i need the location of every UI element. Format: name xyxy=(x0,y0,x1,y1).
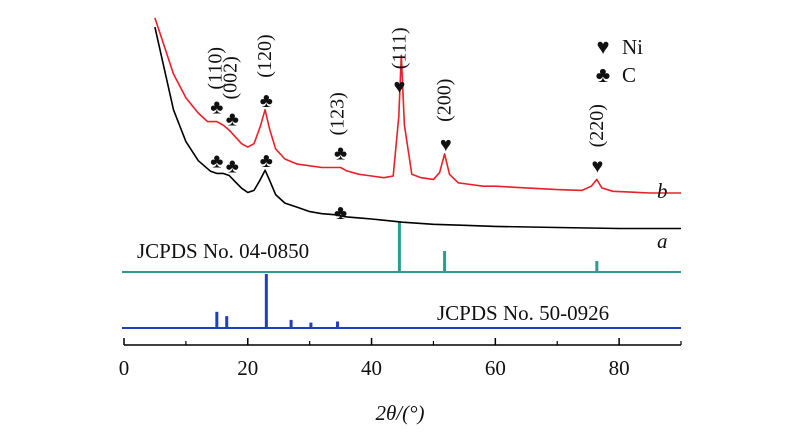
curve-b xyxy=(154,17,681,194)
peak-marker-5: ♥ xyxy=(440,134,452,156)
peak-label-1: (002) xyxy=(219,56,241,99)
peak-marker-9: ♣ xyxy=(260,150,273,172)
x-axis: 0 20 40 60 80 xyxy=(119,338,682,380)
reference-label-ni: JCPDS No. 04-0850 xyxy=(137,239,309,263)
legend: ♥ Ni ♣ C xyxy=(596,34,643,87)
peak-marker-6: ♥ xyxy=(592,155,604,177)
peak-label-2: (120) xyxy=(254,34,276,77)
legend-ni-symbol: ♥ xyxy=(596,34,609,59)
curve-label-a: a xyxy=(657,229,668,253)
x-tick-label-2: 40 xyxy=(361,356,382,380)
curve-label-b: b xyxy=(657,179,668,203)
peak-marker-3: ♣ xyxy=(334,143,347,165)
peak-labels: (110)(002) (120) (123) (111) (200) (220) xyxy=(205,27,608,147)
reference-label-c: JCPDS No. 50-0926 xyxy=(437,301,609,325)
x-axis-label: 2θ/(°) xyxy=(375,401,424,425)
peak-marker-10: ♣ xyxy=(334,202,347,224)
peak-label-6: (220) xyxy=(586,104,608,147)
peak-marker-7: ♣ xyxy=(210,150,223,172)
x-tick-label-0: 0 xyxy=(119,356,130,380)
peak-markers: ♣♣♣♣♥♥♥♣ ♣ ♣♣ xyxy=(210,76,603,224)
diffraction-curves xyxy=(154,17,681,230)
legend-c-symbol: ♣ xyxy=(596,62,610,87)
peak-label-3: (123) xyxy=(327,92,349,135)
x-tick-label-1: 20 xyxy=(237,356,258,380)
x-tick-label-3: 60 xyxy=(485,356,506,380)
peak-marker-2: ♣ xyxy=(260,90,273,112)
peak-label-0: (110) xyxy=(205,47,227,90)
peak-marker-1: ♣ xyxy=(226,109,239,131)
reference-panels xyxy=(122,222,681,329)
peak-marker-0: ♣ xyxy=(210,97,223,119)
x-tick-label-4: 80 xyxy=(609,356,630,380)
legend-c-label: C xyxy=(622,63,636,87)
peak-marker-4: ♥ xyxy=(393,76,405,98)
curve-a xyxy=(154,26,681,230)
legend-ni-label: Ni xyxy=(622,35,643,59)
peak-marker-8: ♣ xyxy=(226,156,239,178)
peak-label-4: (111) xyxy=(388,27,410,69)
peak-label-5: (200) xyxy=(434,79,456,122)
